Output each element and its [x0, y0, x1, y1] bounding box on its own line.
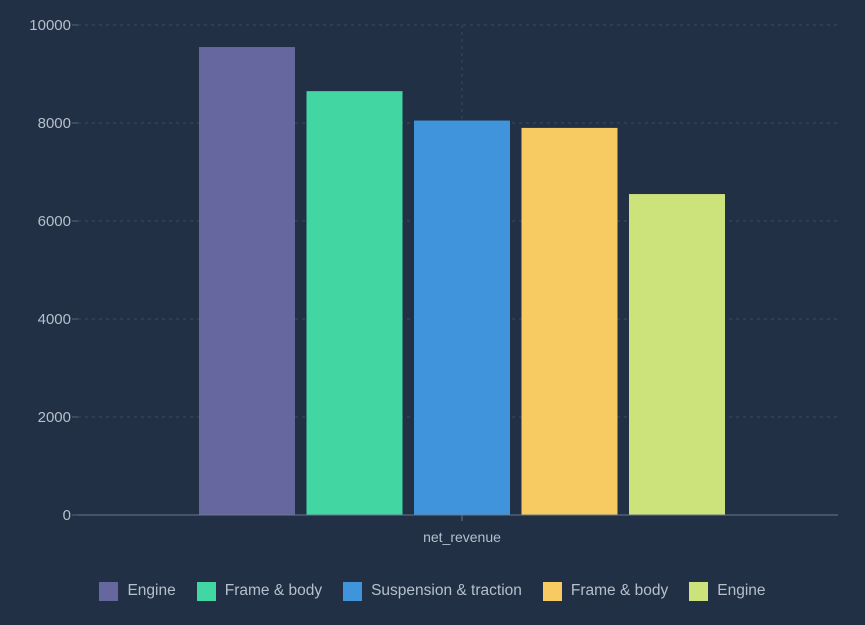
legend-item[interactable]: Frame & body	[196, 581, 323, 601]
chart-legend: Engine Frame & body Suspension & traction F…	[0, 578, 865, 604]
legend-item[interactable]: Frame & body	[542, 581, 669, 601]
y-tick-label: 6000	[38, 213, 71, 230]
legend-label: Frame & body	[570, 582, 669, 599]
y-tick-label: 8000	[38, 115, 71, 132]
legend-swatch	[99, 581, 119, 601]
legend-label: Engine	[127, 582, 176, 599]
legend-swatch	[689, 581, 709, 601]
bar	[414, 120, 510, 516]
bar	[199, 47, 295, 516]
legend-swatch	[343, 581, 363, 601]
y-tick-label: 2000	[38, 409, 71, 426]
bar	[629, 194, 725, 516]
bar	[521, 127, 618, 516]
legend-swatch	[196, 581, 216, 601]
legend-swatch	[542, 581, 562, 601]
y-tick-label: 4000	[38, 311, 71, 328]
legend-label: Suspension & traction	[371, 582, 522, 599]
chart-canvas: 0 2000 4000 6000 8000 10000 net_revenue	[29, 17, 838, 545]
legend-label: Engine	[717, 582, 766, 599]
y-tick-label: 0	[63, 507, 71, 524]
legend-item[interactable]: Suspension & traction	[343, 581, 522, 601]
x-category-label: net_revenue	[423, 529, 501, 545]
y-tick-label: 10000	[29, 17, 71, 34]
legend-item[interactable]: Engine	[99, 581, 176, 601]
legend-label: Frame & body	[224, 582, 323, 599]
legend-item[interactable]: Engine	[689, 581, 766, 601]
bar	[306, 91, 403, 516]
